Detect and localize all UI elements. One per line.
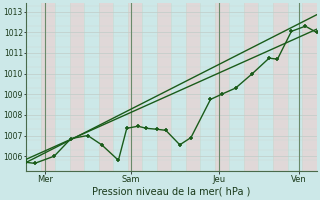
- Bar: [302, 3, 316, 171]
- Bar: [273, 3, 287, 171]
- Bar: [200, 3, 215, 171]
- Bar: [157, 3, 172, 171]
- Bar: [99, 3, 113, 171]
- Bar: [287, 3, 302, 171]
- Bar: [142, 3, 157, 171]
- Bar: [84, 3, 99, 171]
- Bar: [244, 3, 259, 171]
- Bar: [55, 3, 70, 171]
- Bar: [128, 3, 142, 171]
- X-axis label: Pression niveau de la mer( hPa ): Pression niveau de la mer( hPa ): [92, 187, 251, 197]
- Bar: [26, 3, 41, 171]
- Bar: [186, 3, 200, 171]
- Bar: [172, 3, 186, 171]
- Bar: [215, 3, 229, 171]
- Bar: [41, 3, 55, 171]
- Bar: [259, 3, 273, 171]
- Bar: [70, 3, 84, 171]
- Bar: [229, 3, 244, 171]
- Bar: [113, 3, 128, 171]
